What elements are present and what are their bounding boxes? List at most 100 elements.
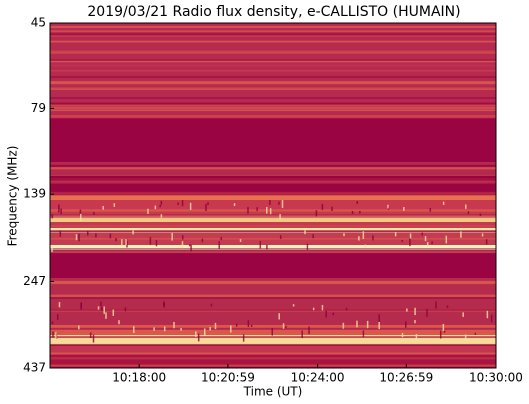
speck [87, 231, 89, 236]
band [50, 222, 496, 228]
speck [239, 239, 242, 242]
speck [247, 207, 249, 214]
speck [345, 307, 348, 311]
speck [109, 233, 112, 239]
speck [271, 327, 274, 336]
speck [56, 313, 59, 320]
stripe [50, 30, 496, 33]
speck [79, 213, 82, 222]
stripe [50, 192, 496, 195]
stripe [50, 109, 496, 112]
speck [100, 301, 102, 307]
stripe [50, 70, 496, 72]
speck [102, 205, 104, 210]
stripe [50, 248, 496, 250]
speck [259, 241, 262, 249]
speck [189, 202, 192, 210]
stripe [50, 352, 496, 355]
speck [197, 333, 200, 342]
stripe [50, 102, 496, 104]
speck [481, 233, 484, 237]
speck [89, 332, 92, 339]
speck [195, 331, 197, 337]
speck [51, 214, 54, 219]
speck [105, 312, 107, 319]
speck [406, 308, 408, 312]
speck [486, 310, 489, 319]
stripe [50, 294, 496, 297]
speck [51, 321, 54, 325]
speck [467, 211, 470, 214]
speck [356, 201, 359, 205]
speck [378, 322, 380, 330]
y-tick-label: 45 [31, 16, 46, 30]
speck [465, 204, 467, 209]
stripe [50, 40, 496, 43]
speck [409, 233, 412, 239]
speck [343, 233, 345, 237]
x-tick-label: 10:30:00 [469, 371, 523, 385]
speck [113, 203, 116, 207]
band [50, 278, 496, 325]
speck [292, 304, 295, 307]
speck [266, 207, 268, 214]
stripe [50, 64, 496, 67]
speck [160, 200, 163, 205]
speck [220, 236, 222, 241]
speck [308, 326, 310, 334]
speck [242, 334, 245, 342]
speck [80, 302, 82, 310]
speck [92, 334, 95, 343]
stripe [50, 296, 496, 300]
speck [364, 244, 367, 249]
speck [315, 210, 318, 217]
speck [479, 213, 482, 217]
band [50, 335, 496, 345]
speck [460, 231, 462, 238]
speck [181, 235, 184, 240]
speck [358, 236, 360, 241]
speck [181, 200, 184, 207]
speck [101, 306, 103, 311]
speck [269, 200, 271, 205]
stripe [50, 87, 496, 89]
stripe [50, 97, 496, 99]
speck [362, 330, 365, 338]
band [50, 215, 496, 222]
speck [75, 234, 78, 241]
stripe [50, 357, 496, 360]
speck [78, 233, 80, 242]
speck [306, 243, 309, 250]
stripe [50, 60, 496, 63]
speck [125, 238, 127, 246]
y-tick-label: 139 [23, 187, 46, 201]
speck [59, 230, 62, 237]
stripe [50, 231, 496, 233]
speck [58, 302, 61, 308]
stripe [50, 174, 496, 177]
speck [154, 205, 157, 210]
stripe [50, 309, 496, 311]
stripe [50, 107, 496, 109]
speck [180, 328, 182, 331]
stripe [50, 214, 496, 217]
y-tick-label: 247 [23, 274, 46, 288]
speck [97, 306, 100, 310]
speck [55, 332, 57, 340]
speck [52, 331, 54, 338]
speck [115, 237, 117, 242]
x-axis-label: Time (UT) [243, 385, 303, 399]
speck [366, 320, 369, 329]
speck [414, 307, 416, 316]
speck [278, 313, 280, 320]
speck [188, 244, 191, 247]
speck [426, 242, 429, 247]
speck [414, 320, 416, 324]
speck [403, 207, 405, 211]
speck [394, 232, 397, 237]
speck [266, 244, 268, 250]
speck [159, 204, 161, 208]
speck [278, 201, 280, 205]
stripe [50, 115, 496, 117]
